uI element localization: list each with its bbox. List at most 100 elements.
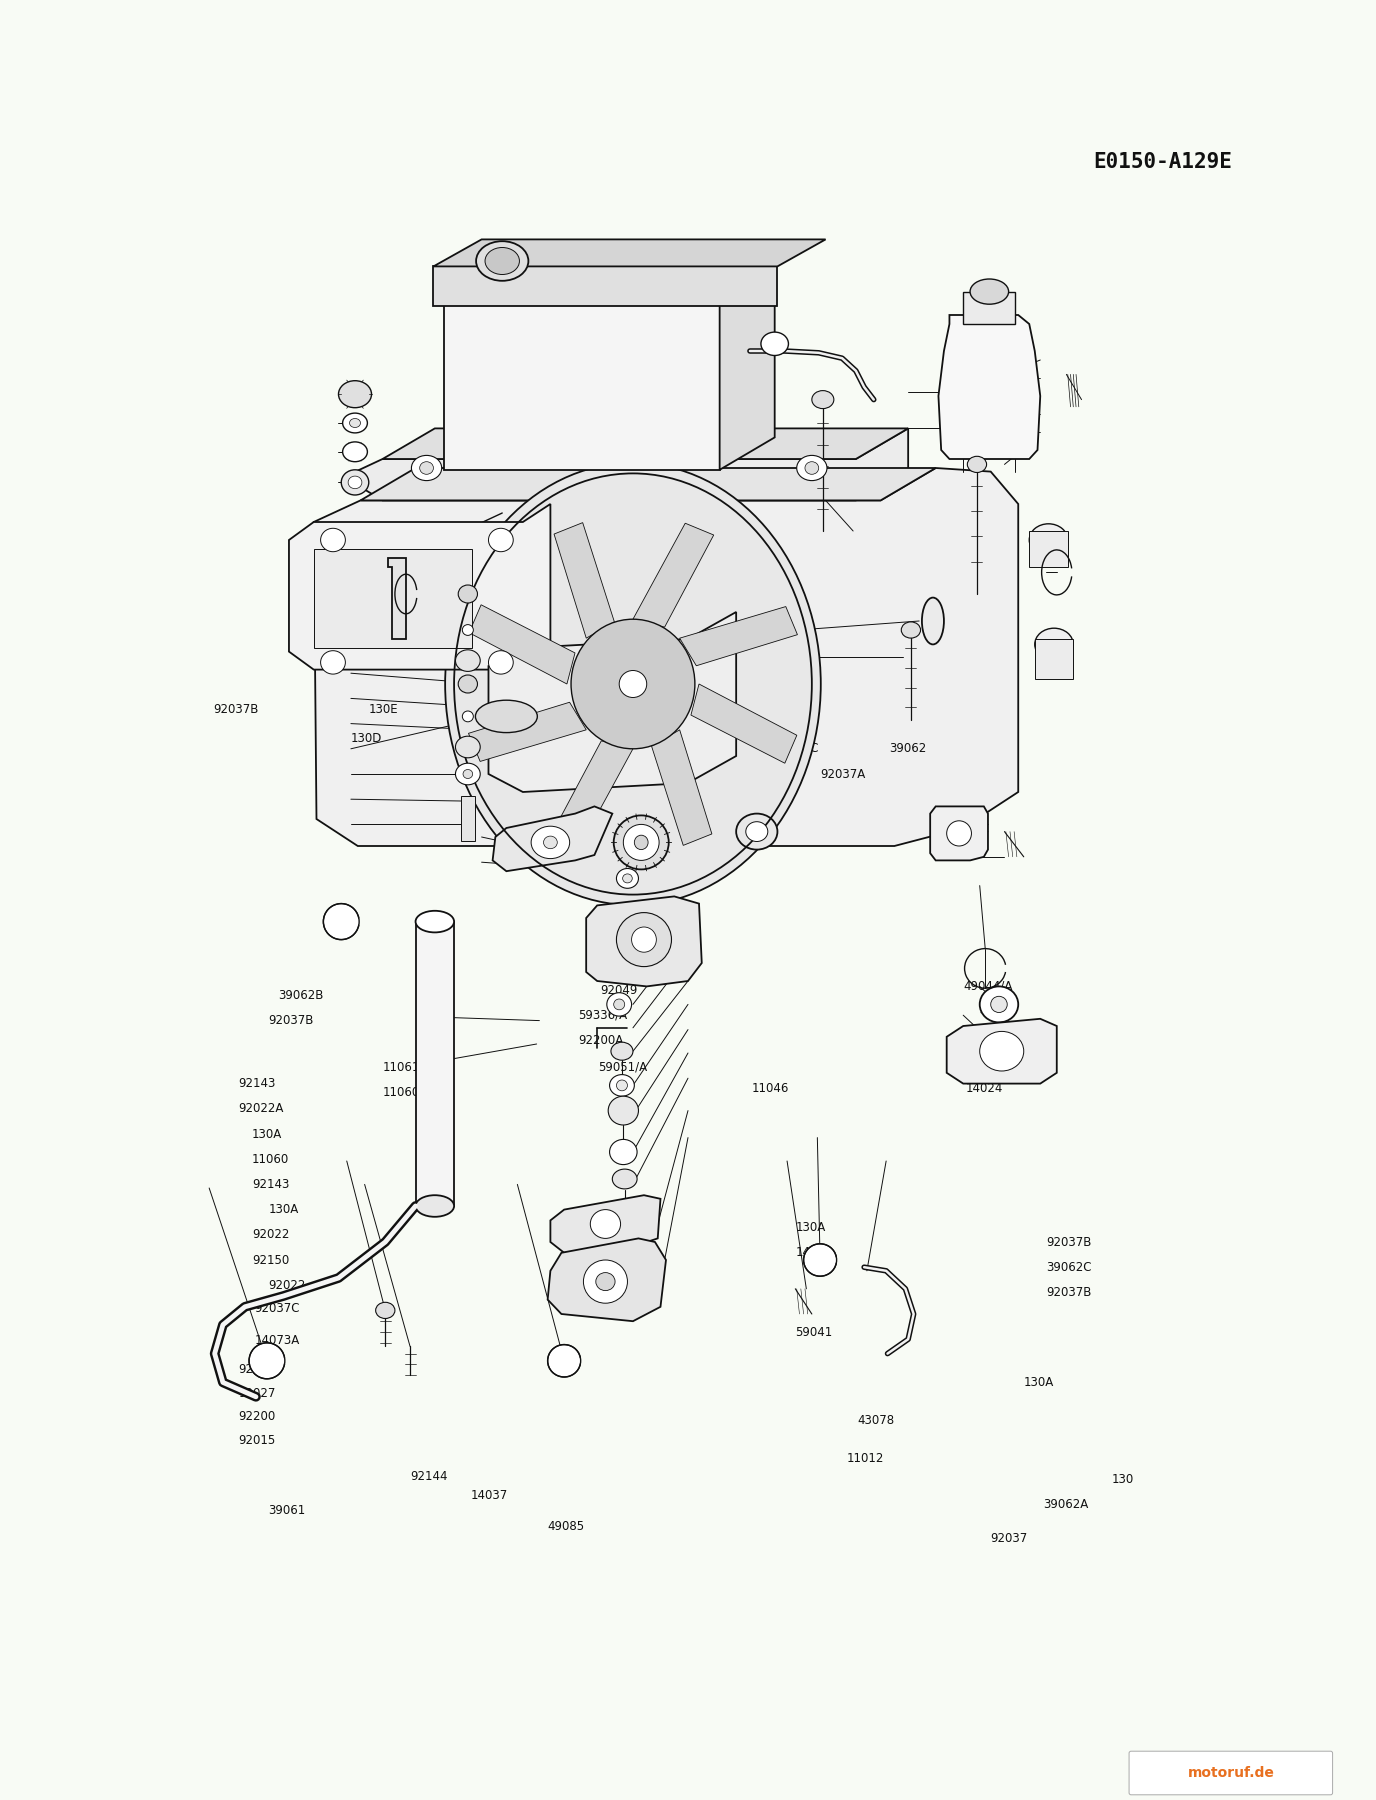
Ellipse shape	[531, 826, 570, 859]
Text: 92150: 92150	[252, 1253, 289, 1267]
Ellipse shape	[804, 1244, 837, 1276]
Text: 92015: 92015	[238, 1433, 275, 1447]
Text: 11061A: 11061A	[383, 1060, 428, 1075]
Polygon shape	[388, 558, 406, 639]
Bar	[461, 796, 475, 841]
Text: 92037A: 92037A	[520, 702, 566, 716]
Bar	[314, 549, 472, 648]
Text: 92037B: 92037B	[1046, 1235, 1091, 1249]
Text: 13107: 13107	[600, 958, 637, 972]
Text: 11046: 11046	[751, 1082, 788, 1096]
Ellipse shape	[746, 821, 768, 842]
Text: 49054: 49054	[980, 1004, 1017, 1019]
Ellipse shape	[455, 763, 480, 785]
Polygon shape	[548, 1238, 666, 1321]
Ellipse shape	[947, 821, 971, 846]
Polygon shape	[633, 524, 714, 626]
Text: 11012: 11012	[846, 1451, 883, 1465]
Ellipse shape	[616, 1080, 627, 1091]
Ellipse shape	[341, 470, 369, 495]
Ellipse shape	[488, 529, 513, 551]
Ellipse shape	[596, 1273, 615, 1291]
Polygon shape	[433, 239, 826, 266]
Text: 92037B: 92037B	[213, 702, 259, 716]
Text: 14073A: 14073A	[255, 1334, 300, 1348]
Ellipse shape	[321, 529, 345, 551]
Polygon shape	[289, 504, 550, 670]
Ellipse shape	[416, 911, 454, 932]
Polygon shape	[552, 742, 633, 844]
Ellipse shape	[548, 1345, 581, 1377]
Text: 92144: 92144	[410, 1469, 447, 1483]
Ellipse shape	[343, 441, 367, 463]
Ellipse shape	[583, 1260, 627, 1303]
Ellipse shape	[462, 711, 473, 722]
Text: 92200: 92200	[238, 1409, 275, 1424]
Polygon shape	[469, 605, 575, 684]
Text: 130A: 130A	[268, 1202, 299, 1217]
Ellipse shape	[476, 241, 528, 281]
Text: 43078: 43078	[857, 1413, 894, 1427]
Text: 59051/A: 59051/A	[599, 1060, 648, 1075]
Text: 130A: 130A	[1024, 1375, 1054, 1390]
Ellipse shape	[611, 1042, 633, 1060]
Ellipse shape	[343, 412, 367, 434]
Text: 39062A: 39062A	[1043, 1498, 1088, 1512]
Ellipse shape	[544, 835, 557, 850]
Text: 16142: 16142	[594, 767, 632, 781]
Ellipse shape	[1035, 628, 1073, 661]
Ellipse shape	[571, 619, 695, 749]
Ellipse shape	[462, 625, 473, 635]
Polygon shape	[383, 428, 908, 459]
Text: 49085: 49085	[548, 1519, 585, 1534]
Text: 92037A: 92037A	[820, 767, 866, 781]
Ellipse shape	[458, 675, 477, 693]
Ellipse shape	[797, 455, 827, 481]
Text: 92027: 92027	[238, 1386, 275, 1400]
Text: 130C: 130C	[788, 742, 819, 756]
Polygon shape	[344, 428, 908, 500]
Text: 92022A: 92022A	[238, 1102, 283, 1116]
Ellipse shape	[922, 598, 944, 644]
Polygon shape	[488, 612, 736, 792]
Ellipse shape	[455, 650, 480, 671]
Ellipse shape	[488, 652, 513, 675]
Bar	[444, 299, 720, 470]
Text: 92037B: 92037B	[1046, 1285, 1091, 1300]
Ellipse shape	[458, 585, 477, 603]
Polygon shape	[550, 1195, 660, 1253]
Ellipse shape	[376, 1301, 395, 1318]
Ellipse shape	[249, 1343, 285, 1379]
Text: 49063/A: 49063/A	[600, 882, 649, 896]
Text: 92049: 92049	[600, 983, 637, 997]
Ellipse shape	[614, 815, 669, 869]
Ellipse shape	[622, 875, 633, 882]
Ellipse shape	[991, 997, 1007, 1012]
Text: 92037B: 92037B	[268, 1013, 314, 1028]
Ellipse shape	[805, 463, 819, 473]
Ellipse shape	[616, 913, 671, 967]
Text: 92143: 92143	[238, 1076, 275, 1091]
Polygon shape	[930, 806, 988, 860]
Ellipse shape	[612, 1170, 637, 1190]
Text: 130E: 130E	[369, 702, 399, 716]
Text: 39062: 39062	[889, 742, 926, 756]
Text: 92037: 92037	[991, 1532, 1028, 1546]
Ellipse shape	[632, 927, 656, 952]
Polygon shape	[468, 702, 586, 761]
Text: 11060C: 11060C	[980, 1030, 1025, 1044]
Ellipse shape	[980, 986, 1018, 1022]
Ellipse shape	[1029, 524, 1068, 556]
Text: 551: 551	[605, 907, 627, 922]
Text: 130: 130	[1112, 1472, 1134, 1487]
Bar	[1029, 531, 1068, 567]
Ellipse shape	[623, 824, 659, 860]
Text: 14037: 14037	[471, 1489, 508, 1503]
Ellipse shape	[486, 247, 520, 274]
Text: 92037C: 92037C	[255, 1301, 300, 1316]
Text: 130A: 130A	[252, 1127, 282, 1141]
Ellipse shape	[455, 736, 480, 758]
Text: 39061: 39061	[268, 1503, 305, 1517]
Polygon shape	[652, 729, 711, 846]
Text: 92200A: 92200A	[578, 1033, 623, 1048]
